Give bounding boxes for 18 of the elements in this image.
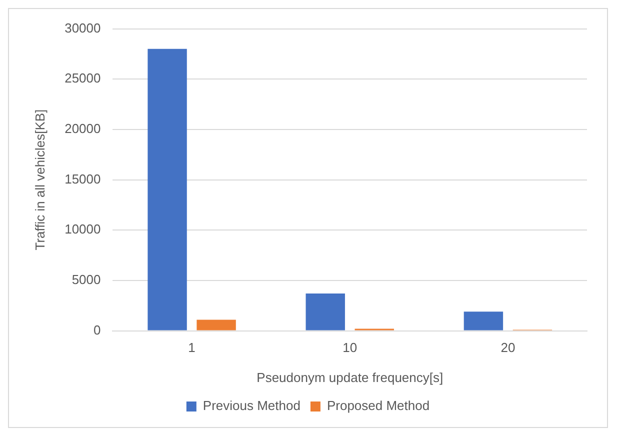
y-tick-label: 10000 [64,222,101,237]
y-tick-label: 5000 [72,272,101,288]
bar [306,294,345,330]
x-tick-label: 10 [342,340,358,356]
bar [464,312,504,330]
y-tick-label: 15000 [64,171,101,186]
y-tick-label: 20000 [64,121,101,136]
x-axis-title: Pseudonym update frequency[s] [256,370,444,385]
legend-label: Proposed Method [326,398,430,414]
x-tick-label: 1 [188,340,196,356]
bar [196,320,236,330]
x-tick-label: 20 [500,340,516,356]
legend-label: Previous Method [202,398,300,414]
y-tick-label: 0 [94,322,101,338]
bar [148,48,187,330]
y-tick-label: 25000 [64,70,101,86]
y-tick-label: 30000 [64,20,101,36]
y-axis-title: Traffic in all vehicles[KB] [32,109,48,250]
